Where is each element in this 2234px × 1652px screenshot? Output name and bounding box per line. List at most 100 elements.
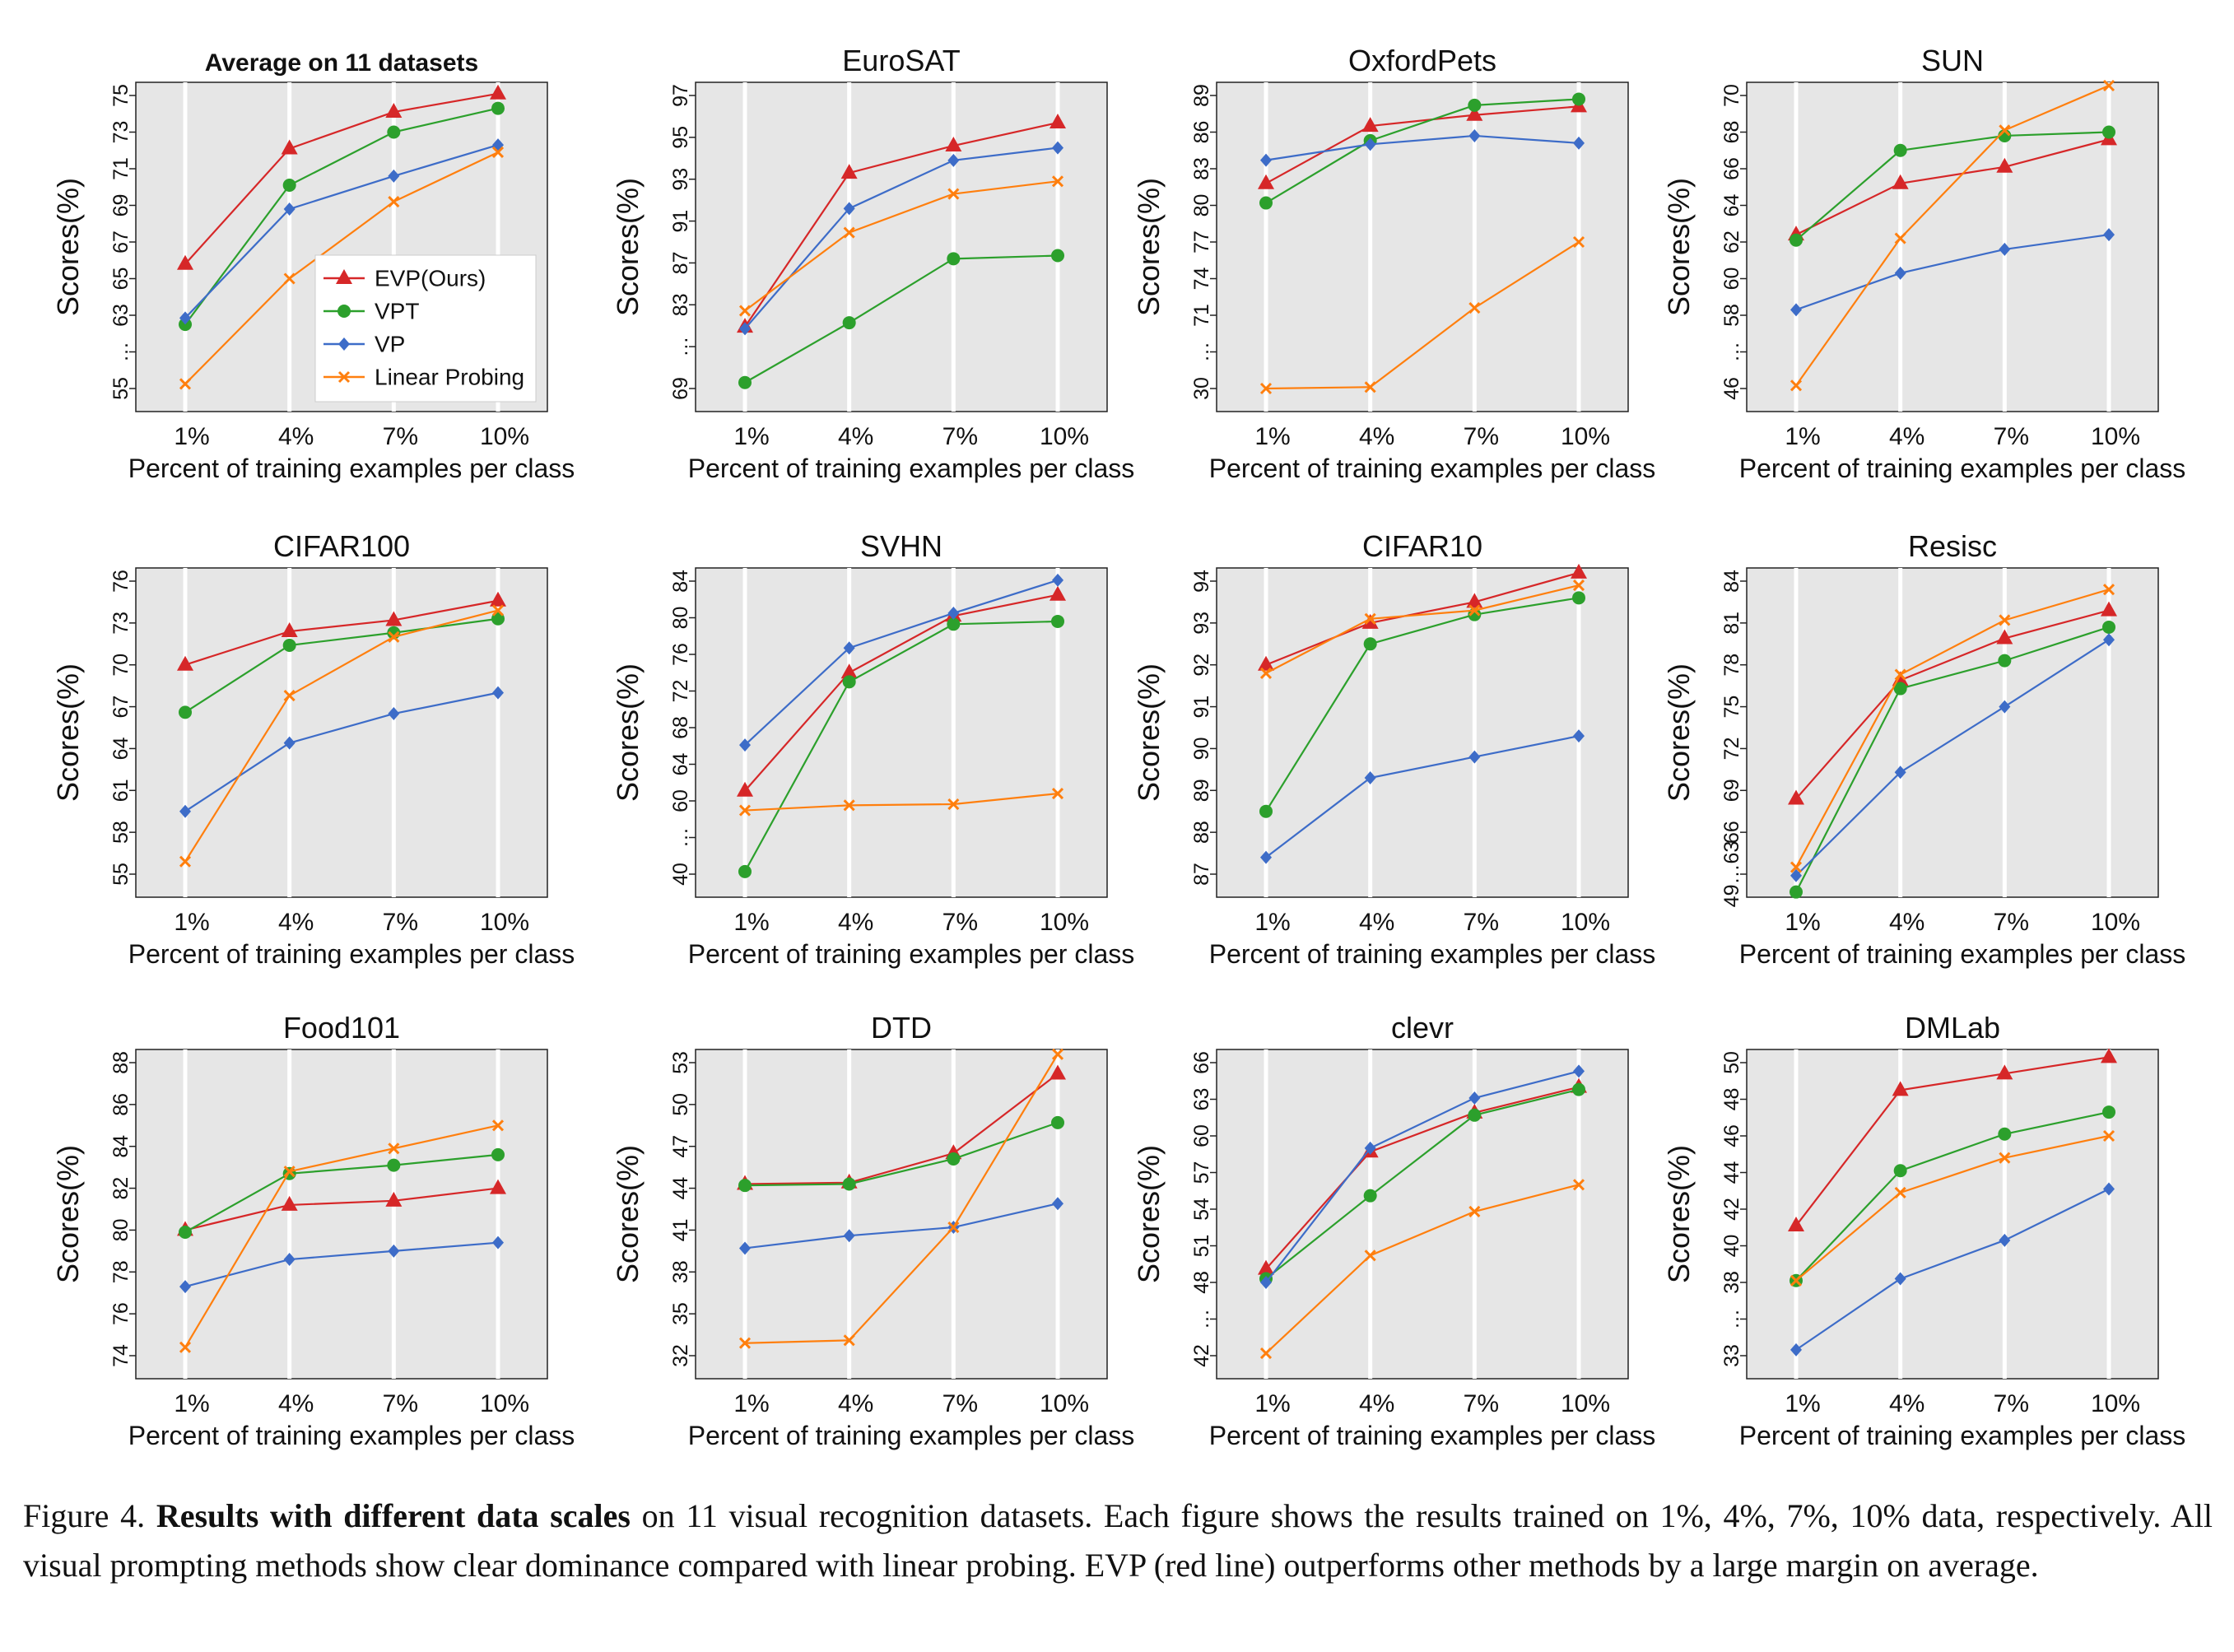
series-line	[1265, 584, 1580, 674]
series-line	[1265, 735, 1580, 859]
y-tick-label: 72	[1720, 738, 1743, 761]
y-tick-label: 38	[669, 1260, 692, 1283]
data-point	[1893, 1164, 1907, 1178]
data-point	[1790, 861, 1803, 873]
x-tick-label: 7%	[1994, 423, 2029, 450]
data-point	[1573, 136, 1585, 150]
y-axis-label: Scores(%)	[1662, 1145, 1696, 1283]
x-axis-label: Percent of training examples per class	[1739, 454, 2185, 483]
y-tick-label: 58	[1720, 304, 1743, 327]
x-tick-label: 4%	[1359, 1390, 1394, 1417]
data-point	[1468, 302, 1481, 314]
data-point	[1790, 233, 1803, 247]
y-tick-label: 53	[669, 1051, 692, 1074]
series-line	[1265, 105, 1580, 184]
chart-title: DMLab	[1905, 1011, 2000, 1045]
data-point	[1468, 1091, 1481, 1105]
y-tick-label: 68	[1720, 121, 1743, 144]
series-line	[1795, 84, 2110, 386]
series-line	[744, 180, 1059, 312]
chart-title: DTD	[871, 1011, 932, 1045]
data-point	[1052, 573, 1063, 587]
x-tick-label: 1%	[1254, 909, 1290, 936]
data-point	[1999, 242, 2011, 256]
data-point	[2102, 79, 2115, 92]
legend-label: VPT	[375, 299, 419, 324]
data-point	[281, 139, 298, 155]
data-point	[1051, 1115, 1064, 1129]
data-point	[179, 1341, 192, 1353]
y-tick-label: 89	[1190, 84, 1213, 107]
data-point	[179, 1280, 191, 1294]
data-point	[282, 638, 296, 652]
data-point	[491, 101, 505, 115]
data-point	[737, 781, 753, 797]
data-point	[385, 103, 403, 119]
legend-marker	[337, 370, 351, 384]
data-point	[843, 226, 855, 239]
x-tick-label: 4%	[838, 1390, 873, 1417]
y-tick-label: 58	[109, 821, 133, 844]
data-point	[1790, 1274, 1803, 1287]
data-point	[1790, 1343, 1802, 1357]
data-point	[2102, 584, 2115, 596]
y-tick-label: 66	[1190, 1051, 1213, 1074]
data-point	[388, 169, 400, 183]
y-axis-label: Scores(%)	[611, 663, 645, 802]
y-tick-label: 32	[669, 1344, 692, 1367]
x-tick-label: 4%	[1359, 423, 1394, 450]
y-axis-label: Scores(%)	[1132, 1145, 1166, 1283]
data-point	[738, 1337, 752, 1349]
x-axis-label: Percent of training examples per class	[128, 1421, 575, 1450]
series-line	[1795, 138, 2110, 236]
series-line	[744, 579, 1059, 746]
y-tick-label: 91	[669, 210, 692, 233]
y-tick-label: 63	[1190, 1088, 1213, 1111]
y-tick-label: 93	[1190, 612, 1213, 635]
y-tick-label: 80	[1190, 194, 1213, 217]
series-line	[1795, 609, 2110, 800]
x-axis-label: Percent of training examples per class	[688, 1421, 1134, 1450]
data-point	[492, 1236, 504, 1249]
data-point	[1259, 667, 1273, 679]
data-point	[1571, 563, 1587, 579]
x-tick-label: 10%	[480, 423, 529, 450]
data-point	[1051, 249, 1064, 263]
data-point	[177, 655, 193, 671]
y-tick-label: 84	[109, 1135, 133, 1158]
y-tick-label: 51	[1190, 1235, 1213, 1258]
y-tick-label: 76	[109, 570, 133, 593]
legend-marker	[337, 305, 351, 318]
y-tick-label: 41	[669, 1219, 692, 1242]
x-tick-label: 4%	[838, 909, 873, 936]
series-line	[1265, 571, 1580, 666]
x-tick-label: 1%	[733, 909, 769, 936]
y-axis-label: Scores(%)	[51, 178, 85, 316]
chart-panel: 87 88 89 90 91 92 93 94 1% 4% 7% 10% Percent of trai…	[1132, 529, 1655, 969]
x-axis-label: Percent of training examples per class	[128, 939, 575, 969]
data-point	[738, 375, 752, 389]
x-tick-label: 7%	[942, 909, 978, 936]
data-point	[1468, 1108, 1482, 1122]
caption-text: on 11 visual recognition datasets. Each …	[23, 1497, 2213, 1584]
data-point	[739, 1241, 751, 1255]
y-tick-label: …	[1720, 342, 1743, 362]
y-tick-label: 50	[669, 1093, 692, 1116]
data-point	[738, 804, 752, 817]
x-tick-label: 7%	[383, 423, 418, 450]
x-tick-label: 1%	[174, 1390, 209, 1417]
data-point	[840, 663, 858, 679]
data-point	[1572, 235, 1585, 249]
series-line	[744, 147, 1059, 330]
data-point	[842, 675, 856, 689]
y-tick-label: 84	[1720, 570, 1743, 593]
y-tick-label: 64	[1720, 194, 1743, 217]
y-tick-label: …	[669, 827, 692, 848]
series-line	[184, 1124, 499, 1348]
data-point	[843, 202, 855, 216]
y-tick-label: 68	[669, 716, 692, 739]
series-line	[744, 593, 1059, 792]
data-point	[1260, 1276, 1272, 1289]
data-point	[739, 738, 751, 752]
data-point	[1050, 585, 1066, 601]
